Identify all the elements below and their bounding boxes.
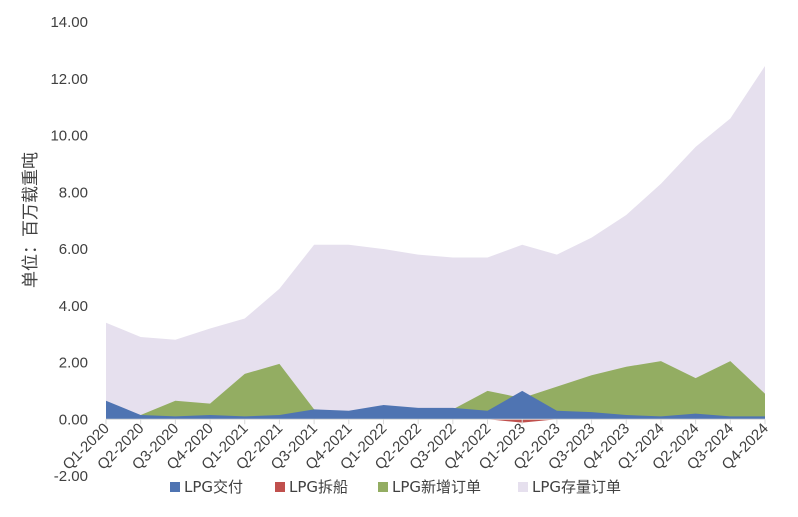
legend-swatch	[275, 482, 285, 492]
area-series-1	[106, 361, 765, 420]
legend-label: LPG新增订单	[392, 478, 481, 496]
legend-label: LPG存量订单	[532, 478, 621, 496]
y-tick-label: 8.00	[59, 184, 88, 201]
area-series-2	[106, 390, 765, 420]
y-tick-label: 10.00	[50, 128, 88, 145]
x-axis-ticks: Q1-2020Q2-2020Q3-2020Q4-2020Q1-2021Q2-20…	[60, 419, 772, 473]
y-tick-label: 6.00	[59, 241, 88, 258]
legend-swatch	[378, 482, 388, 492]
y-tick-label: -2.00	[54, 468, 88, 485]
y-tick-label: 0.00	[59, 411, 88, 428]
legend-swatch	[170, 482, 180, 492]
area-series-0	[106, 65, 765, 420]
y-tick-label: 2.00	[59, 355, 88, 372]
y-tick-label: 4.00	[59, 298, 88, 315]
legend-label: LPG拆船	[289, 478, 348, 496]
plot-area	[106, 65, 765, 423]
legend-swatch	[518, 482, 528, 492]
y-tick-label: 14.00	[50, 14, 88, 31]
legend-label: LPG交付	[184, 478, 243, 496]
y-tick-label: 12.00	[50, 71, 88, 88]
legend: LPG交付 LPG拆船 LPG新增订单 LPG存量订单	[170, 478, 621, 496]
y-axis-label: 单位：百万载重吨	[21, 152, 41, 288]
y-axis-ticks: -2.00 0.00 2.00 4.00 6.00 8.00 10.00 12.00 14.00	[50, 14, 88, 485]
